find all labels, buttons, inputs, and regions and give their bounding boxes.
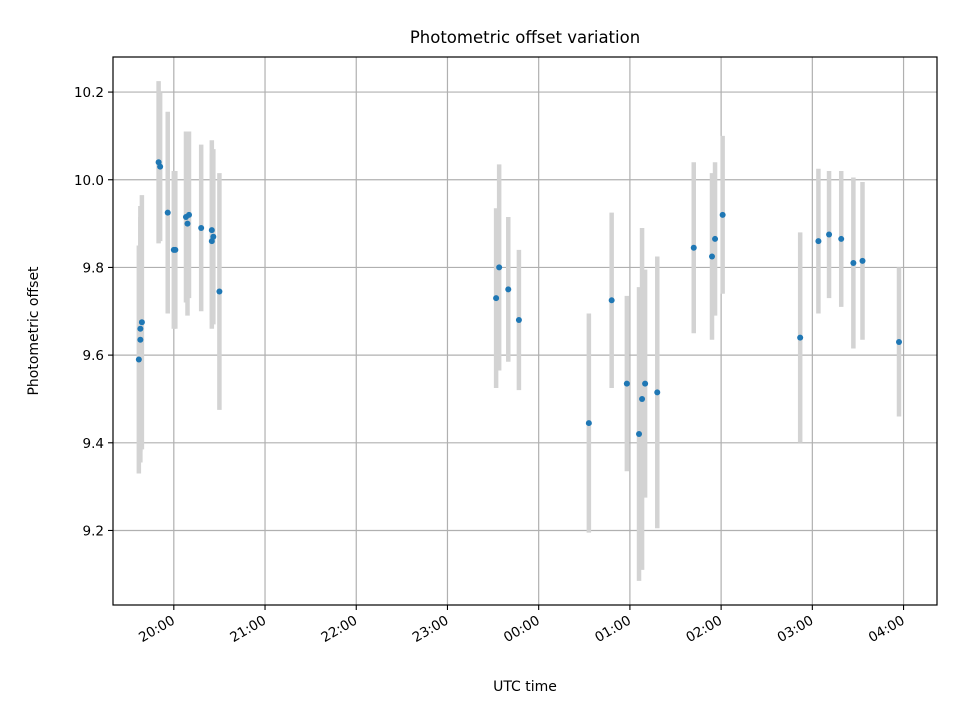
y-axis-label: Photometric offset (26, 266, 42, 396)
y-tick-label: 10.0 (74, 173, 104, 189)
data-point (505, 286, 512, 293)
data-point (636, 431, 643, 438)
data-point (515, 317, 522, 324)
x-tick-label: 00:00 (501, 613, 543, 646)
data-point (172, 246, 179, 253)
data-point (797, 334, 804, 341)
data-point (493, 295, 500, 302)
y-tick-label: 10.2 (74, 85, 104, 101)
data-point (184, 220, 191, 227)
data-point (719, 211, 726, 218)
data-point (216, 288, 223, 295)
data-point (585, 420, 592, 427)
data-point (895, 338, 902, 345)
data-point (608, 297, 615, 304)
data-point (642, 380, 649, 387)
y-tick-label: 9.8 (83, 260, 104, 276)
data-point (210, 233, 217, 240)
data-point (157, 163, 164, 170)
data-point (496, 264, 503, 271)
grid (113, 57, 937, 605)
data-point (137, 325, 144, 332)
plot-frame (112, 56, 938, 606)
data-point (135, 356, 142, 363)
data-point (639, 395, 646, 402)
data-point (859, 257, 866, 264)
data-points (135, 159, 902, 438)
data-point (654, 389, 661, 396)
x-tick-label: 20:00 (136, 613, 178, 646)
y-tick-label: 9.6 (83, 348, 104, 364)
data-point (712, 235, 719, 242)
x-tick-label: 04:00 (866, 613, 908, 646)
data-point (850, 260, 857, 267)
y-tick-label: 9.4 (83, 436, 104, 452)
x-tick-label: 21:00 (227, 613, 269, 646)
x-tick-label: 22:00 (319, 613, 361, 646)
data-point (815, 238, 822, 245)
data-point (186, 211, 193, 218)
x-tick-label: 23:00 (410, 613, 452, 646)
data-point (137, 336, 144, 343)
data-point (623, 380, 630, 387)
error-bars (136, 81, 902, 581)
y-tick-label: 9.2 (83, 523, 104, 539)
data-point (690, 244, 697, 251)
data-point (708, 253, 715, 260)
x-tick-label: 03:00 (775, 613, 817, 646)
data-point (198, 224, 205, 231)
data-point (164, 209, 171, 216)
data-point (838, 235, 845, 242)
chart-title: Photometric offset variation (410, 28, 640, 47)
data-point (138, 319, 145, 326)
x-tick-label: 02:00 (683, 613, 725, 646)
data-point (208, 227, 215, 234)
data-point (826, 231, 833, 238)
x-axis-label: UTC time (493, 679, 557, 695)
x-tick-label: 01:00 (592, 613, 634, 646)
